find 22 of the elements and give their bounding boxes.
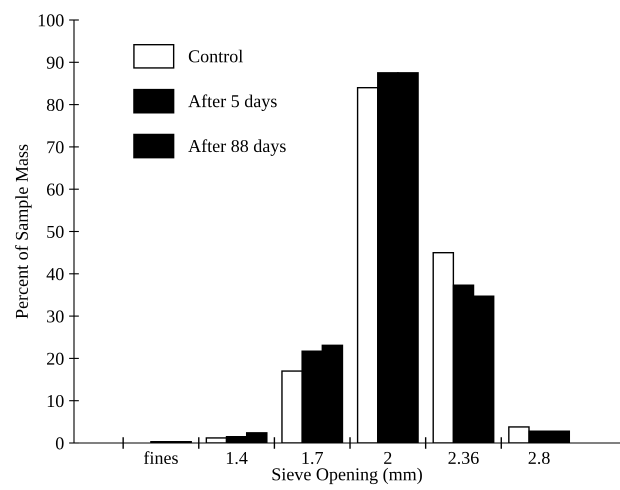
y-tick-label: 0 [56, 437, 64, 450]
y-tick-label: 80 [46, 98, 64, 112]
y-tick-label: 60 [47, 183, 64, 196]
x-tick-label: 2.36 [448, 452, 479, 464]
y-tick-label: 50 [47, 226, 64, 238]
x-tick-label: 1.7 [302, 452, 323, 464]
y-tick-label: 40 [46, 268, 64, 280]
y-tick-label: 20 [47, 352, 64, 365]
legend-label: Control [188, 50, 243, 62]
y-tick-label: 10 [48, 394, 64, 408]
y-tick-label: 30 [47, 310, 64, 323]
x-tick-label: 2.8 [528, 452, 550, 464]
legend-label: After 5 days [188, 94, 277, 111]
x-axis-title: Sieve Opening (mm) [272, 468, 422, 484]
legend-label: After 88 days [188, 139, 286, 156]
x-tick-label: fines [144, 451, 178, 464]
y-tick-label: 90 [46, 56, 64, 69]
x-tick-label: 1.4 [226, 452, 248, 464]
y-axis-title: Percent of Sample Mass [15, 144, 32, 318]
y-tick-label: 70 [47, 141, 64, 154]
x-tick-label: 2 [384, 452, 392, 464]
y-tick-label: 100 [38, 14, 64, 26]
